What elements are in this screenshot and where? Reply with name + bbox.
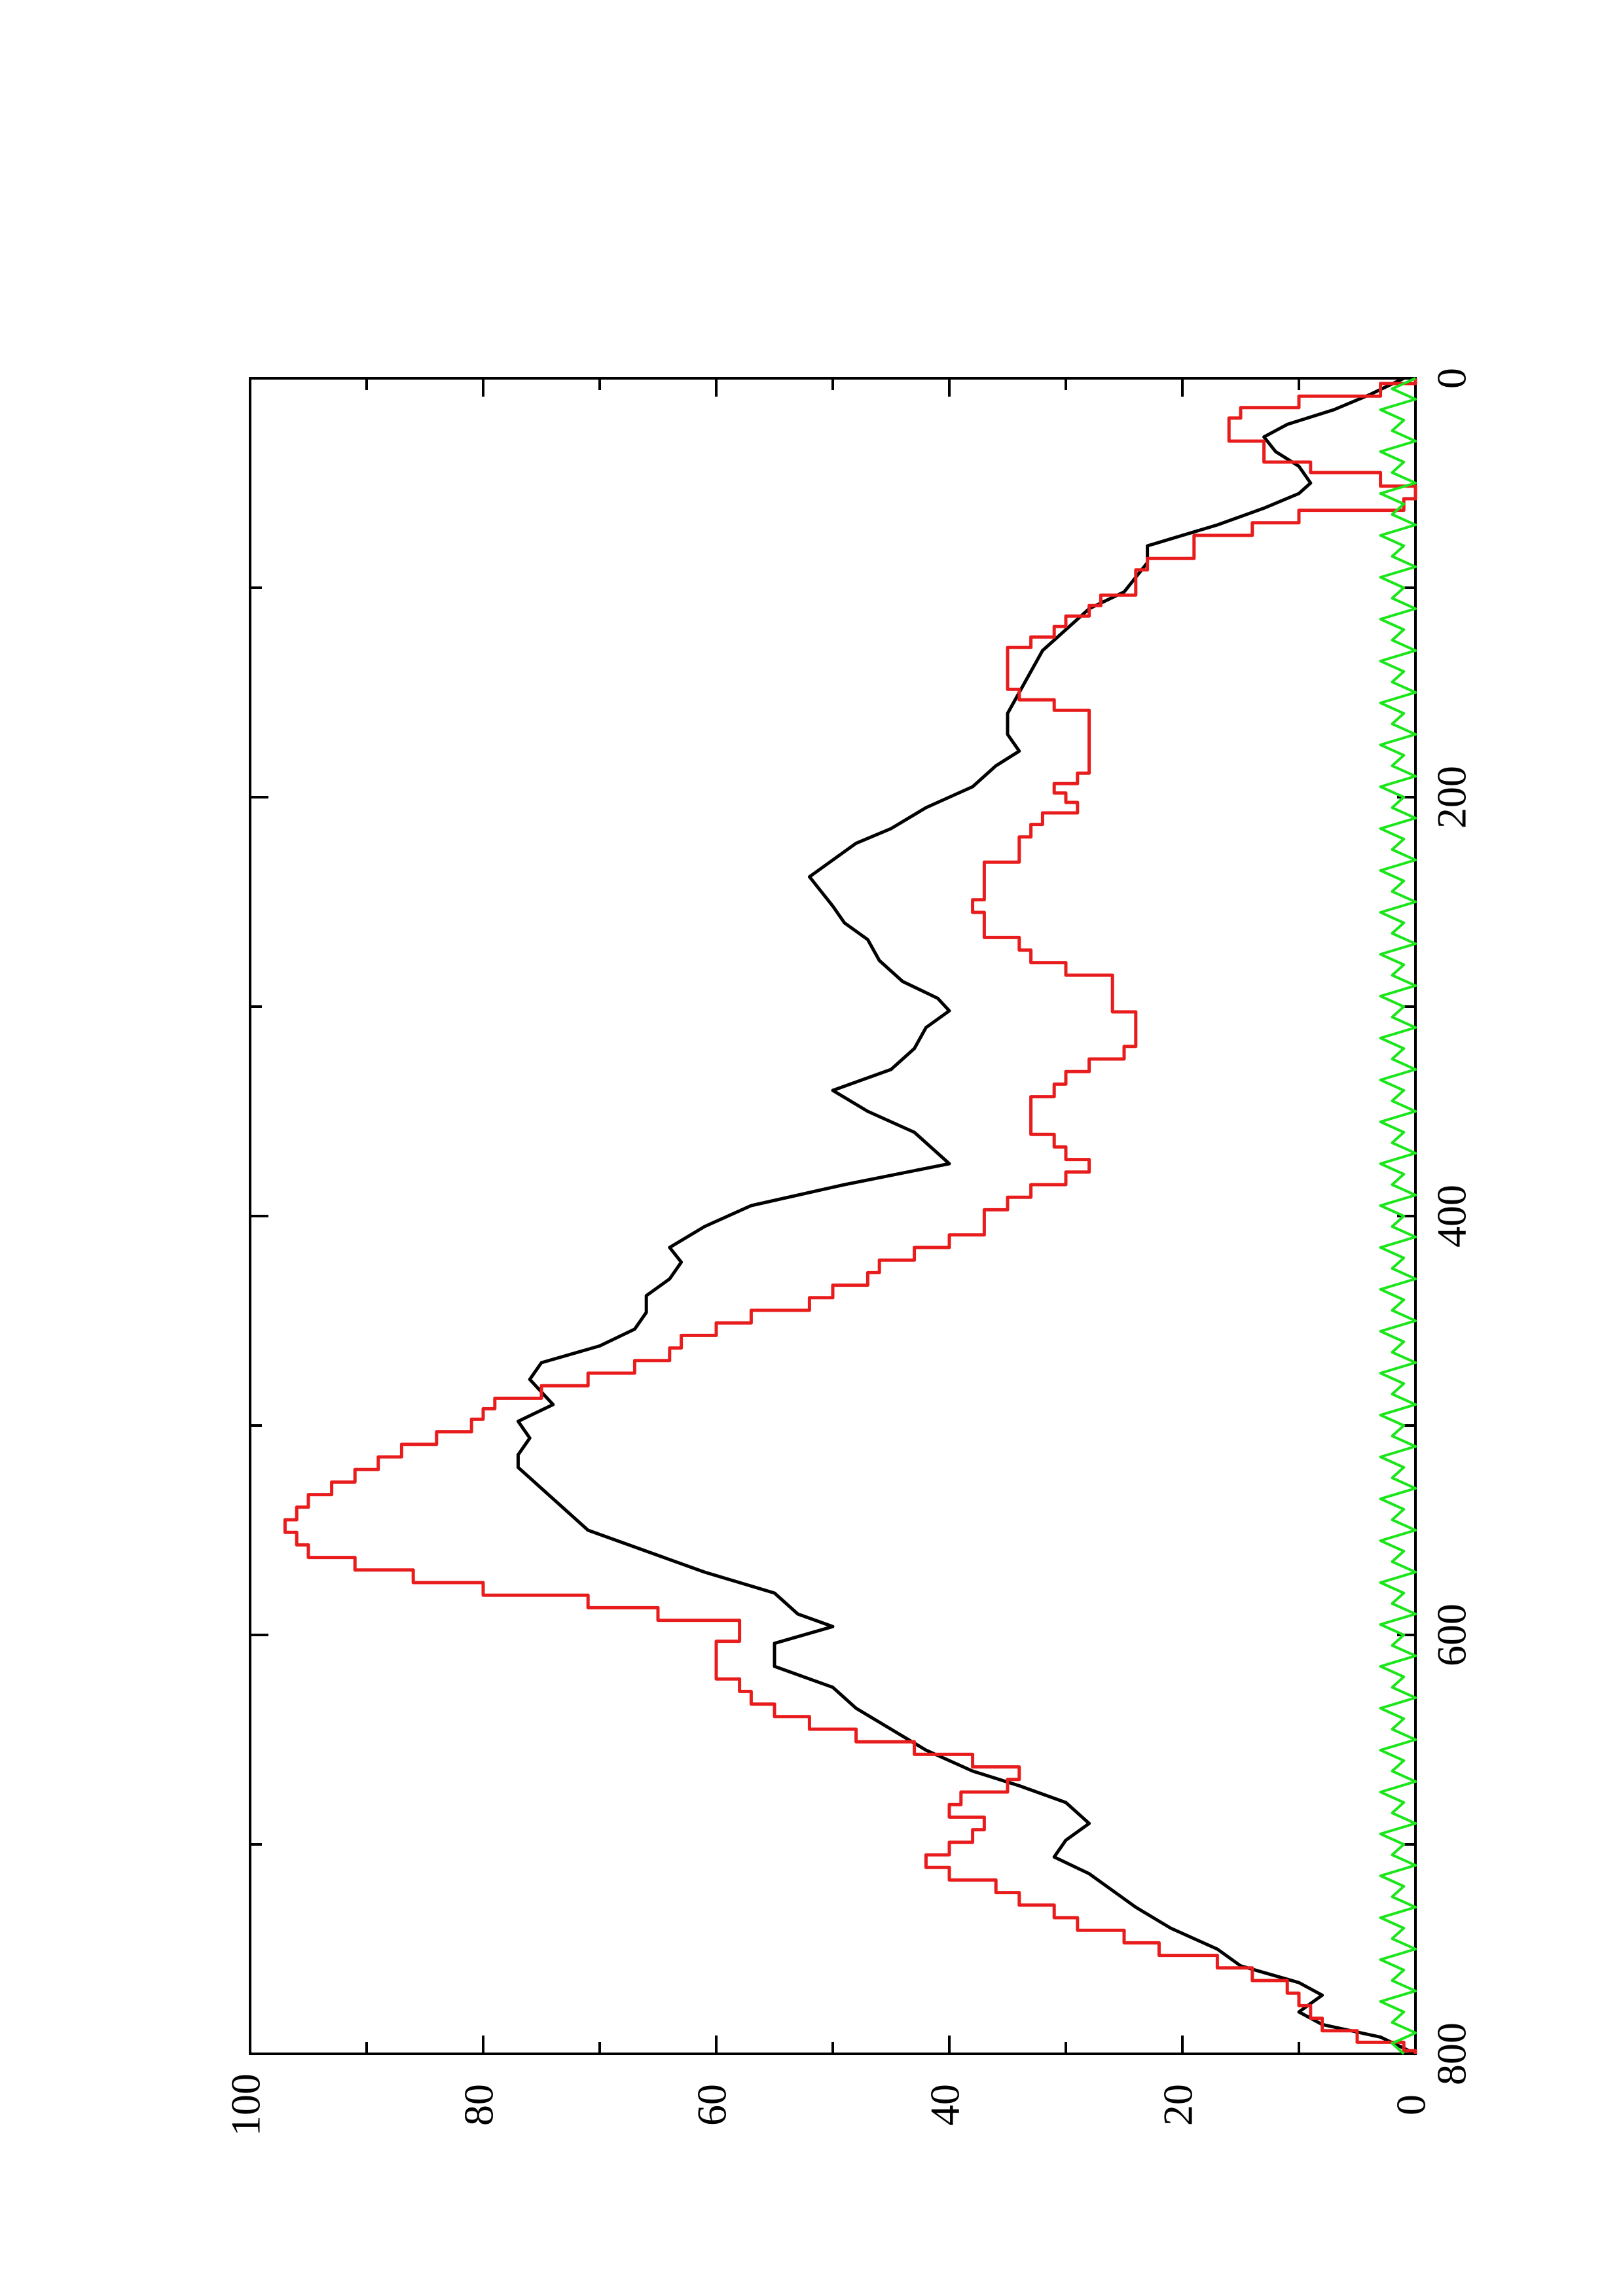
x-tick-label: 0 [1429,368,1475,389]
x-tick-label: 800 [1429,2022,1475,2085]
series-line-2 [1379,377,1417,2055]
plot-frame [249,377,1417,2055]
ticks [249,377,1417,2055]
y-tick-label: 100 [223,2073,269,2136]
y-tick-label: 0 [1388,2094,1434,2115]
y-tick-label: 20 [1155,2084,1201,2126]
y-tick-label: 80 [456,2084,502,2126]
series-line-1 [283,378,1417,2054]
x-tick-label: 200 [1429,766,1475,829]
y-tick-label: 40 [922,2084,968,2126]
series-layer [283,376,1417,2056]
y-tick-label: 60 [689,2084,735,2126]
x-tick-label: 400 [1429,1185,1475,1247]
series-line-0 [516,376,1417,2056]
tick-labels: 0 200 400 600 800 0 20 40 60 80 100 [223,368,1475,2136]
x-tick-label: 600 [1429,1604,1475,1666]
